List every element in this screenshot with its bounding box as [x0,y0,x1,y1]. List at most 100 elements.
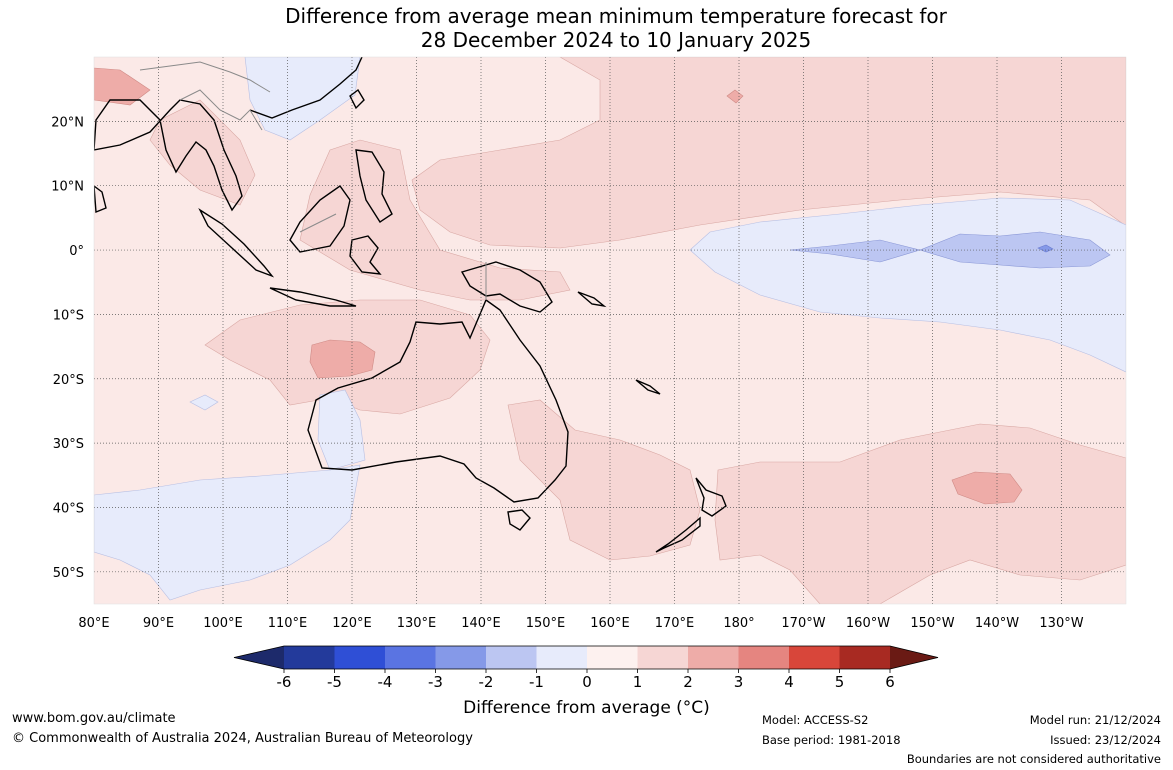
latitude-labels: 20°N 10°N 0° 10°S 20°S 30°S 40°S 50°S [51,115,84,580]
colorbar-tick-label: -4 [378,673,393,691]
longitude-tick-label: 150°W [910,616,954,631]
coastlines [94,57,727,553]
colorbar-segment [789,646,840,669]
colorbar-tick-label: -6 [277,673,292,691]
warm-band-maritime-continent [299,139,571,301]
longitude-tick-label: 160°E [590,616,630,631]
colorbar-tick-label: 3 [734,673,744,691]
longitude-labels: 80°E 90°E 100°E 110°E 120°E 130°E 140°E 150°E 16… [78,616,1083,631]
footer-base-period: Base period: 1981-2018 [762,733,901,747]
title-line-1: Difference from average mean minimum tem… [285,4,947,28]
colorbar-segment [738,646,790,669]
gridlines [94,57,1126,604]
cool-core-small [1037,244,1054,253]
border-borneo [299,213,337,233]
border-china [139,61,271,93]
latitude-tick-label: 50°S [53,566,84,581]
latitude-tick-label: 0° [69,244,84,259]
colorbar-segment [839,646,891,669]
colorbar-label: Difference from average (°C) [463,698,710,718]
latitude-tick-label: 40°S [53,501,84,516]
colorbar-under-arrow [234,646,284,669]
longitude-tick-label: 150°E [526,616,566,631]
warm-core-north-australia [309,339,376,379]
colorbar-tick-label: -2 [479,673,494,691]
footer-disclaimer: Boundaries are not considered authoritat… [906,752,1161,766]
longitude-tick-label: 170°E [655,616,695,631]
footer-model-run: Model run: 21/12/2024 [1029,713,1161,727]
colorbar-tick-label: -1 [529,673,544,691]
longitude-tick-label: 180° [723,616,754,631]
colorbar-tick-label: 0 [582,673,592,691]
longitude-tick-label: 140°E [461,616,501,631]
colorbar-segment [688,646,739,669]
new-zealand-south-coastline [655,516,701,553]
warm-core-south-pacific [951,471,1023,505]
colorbar-segment [486,646,537,669]
tasmania-coastline [507,509,531,531]
title-line-2: 28 December 2024 to 10 January 2025 [420,28,812,52]
chart-title: Difference from average mean minimum tem… [0,4,1173,52]
latitude-tick-label: 10°S [53,308,84,323]
footer-copyright: © Commonwealth of Australia 2024, Austra… [12,731,473,746]
border-indochina [179,89,263,131]
colorbar-segment [536,646,588,669]
longitude-tick-label: 110°E [268,616,308,631]
cool-patch-southern-ocean [94,464,361,601]
colorbar-segment [637,646,689,669]
warm-band-indochina [149,99,256,206]
warm-band-north-pacific [411,57,1126,249]
colorbar-tick-label: 2 [683,673,693,691]
cool-patch-indian-ocean [189,394,219,411]
latitude-tick-label: 30°S [53,437,84,452]
java-coastline [269,287,357,307]
longitude-tick-label: 130°W [1039,616,1083,631]
colorbar: -6 -5 -4 -3 -2 -1 0 1 2 3 4 5 6 [233,645,939,691]
south-china-coastline [249,57,363,119]
solomon-islands-coastline [577,291,607,308]
southeast-asia-coastline [94,99,243,212]
new-caledonia-coastline [635,379,661,395]
latitude-tick-label: 20°N [51,115,84,130]
latitude-tick-label: 20°S [53,373,84,388]
longitude-tick-label: 100°E [203,616,243,631]
colorbar-tick-label: 5 [835,673,845,691]
cool-patch-southwest-australia [317,389,366,471]
colorbar-segment [334,646,386,669]
map-frame [93,56,1127,605]
colorbar-segment [284,646,335,669]
footer-url: www.bom.gov.au/climate [12,711,176,726]
colorbar-tick-label: 6 [885,673,895,691]
longitude-tick-label: 120°E [332,616,372,631]
warm-patch-northwest [94,67,151,106]
longitude-tick-label: 140°W [975,616,1019,631]
new-zealand-north-coastline [695,477,727,517]
colorbar-tick-label: 1 [633,673,643,691]
longitude-tick-label: 80°E [78,616,109,631]
longitude-tick-label: 90°E [143,616,174,631]
warm-band-south-pacific [714,423,1126,604]
country-borders [139,61,487,300]
australia-coastline [307,298,569,503]
longitude-tick-label: 160°W [846,616,890,631]
anomaly-contours [94,57,1126,604]
colorbar-segment [385,646,436,669]
sumatra-coastline [198,208,275,278]
colorbar-segment [435,646,487,669]
colorbar-segment [587,646,638,669]
colorbar-over-arrow [890,646,938,669]
colorbar-tick-label: 4 [784,673,794,691]
philippines-coastline [355,149,393,223]
longitude-tick-label: 170°W [781,616,825,631]
sri-lanka-coastline [94,185,107,214]
taiwan-coastline [349,88,365,110]
latitude-tick-label: 10°N [51,180,84,195]
footer-model: Model: ACCESS-S2 [762,713,869,727]
longitude-tick-label: 130°E [397,616,437,631]
footer-issued: Issued: 23/12/2024 [1050,733,1161,747]
warm-band-tasman [507,399,701,561]
colorbar-tick-label: -5 [327,673,342,691]
colorbar-tick-label: -3 [428,673,443,691]
new-guinea-coastline [460,261,553,313]
